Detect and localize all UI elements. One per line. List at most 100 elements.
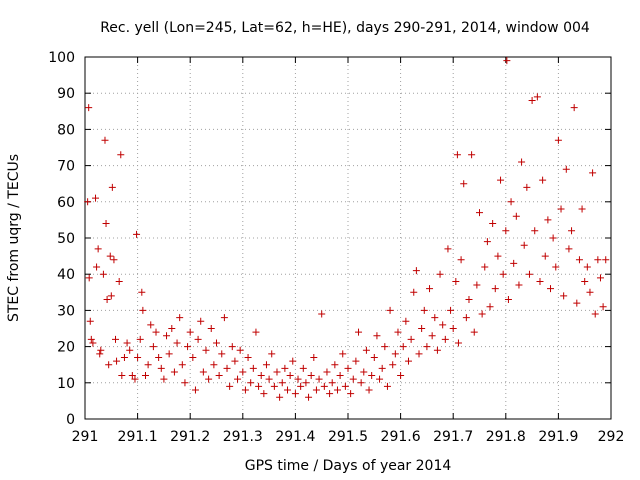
data-point: [494, 252, 502, 260]
data-point: [312, 386, 320, 394]
data-point: [447, 306, 455, 314]
data-point: [352, 357, 360, 365]
data-point: [218, 350, 226, 358]
y-tick-label: 10: [57, 376, 75, 392]
data-point: [299, 364, 307, 372]
data-point: [533, 93, 541, 101]
data-point: [123, 339, 131, 347]
data-point: [515, 281, 523, 289]
data-point: [510, 259, 518, 267]
data-point: [470, 328, 478, 336]
data-point: [389, 361, 397, 369]
data-point: [281, 364, 289, 372]
x-tick-label: 291.4: [275, 429, 315, 445]
data-point: [426, 285, 434, 293]
y-tick-label: 40: [57, 267, 75, 283]
data-point: [315, 375, 323, 383]
data-point: [544, 216, 552, 224]
data-point: [453, 151, 461, 159]
data-point: [602, 256, 610, 264]
data-point: [357, 379, 365, 387]
data-point: [360, 368, 368, 376]
data-point: [428, 332, 436, 340]
data-point: [339, 350, 347, 358]
data-point: [176, 314, 184, 322]
data-point: [323, 368, 331, 376]
data-point: [205, 375, 213, 383]
data-point: [139, 306, 147, 314]
data-point: [402, 317, 410, 325]
data-point: [536, 277, 544, 285]
data-point: [226, 382, 234, 390]
data-point: [328, 379, 336, 387]
data-point: [483, 238, 491, 246]
data-point: [223, 364, 231, 372]
y-tick-label: 50: [57, 231, 75, 247]
data-point: [120, 353, 128, 361]
data-point: [138, 288, 146, 296]
data-point: [489, 220, 497, 228]
data-point: [147, 321, 155, 329]
x-tick-label: 291.6: [381, 429, 421, 445]
data-point: [331, 361, 339, 369]
data-point: [284, 386, 292, 394]
data-point: [118, 372, 126, 380]
data-point: [191, 386, 199, 394]
data-point: [365, 386, 373, 394]
data-point: [589, 169, 597, 177]
data-point: [289, 357, 297, 365]
data-point: [502, 227, 510, 235]
data-point: [503, 57, 511, 65]
data-point: [302, 379, 310, 387]
data-point: [305, 393, 313, 401]
data-point: [239, 368, 247, 376]
data-point: [249, 364, 257, 372]
data-point: [194, 335, 202, 343]
data-point: [210, 361, 218, 369]
y-tick-label: 0: [66, 412, 75, 428]
data-point: [131, 375, 139, 383]
x-axis: 291 291.1 291.2 291.3 291.4 291.5 291.6 291.7 29…: [72, 57, 624, 445]
data-point: [141, 372, 149, 380]
data-point: [523, 183, 531, 191]
data-point: [155, 353, 163, 361]
data-point: [173, 339, 181, 347]
data-point: [197, 317, 205, 325]
data-point: [423, 343, 431, 351]
data-point: [410, 288, 418, 296]
data-point: [431, 314, 439, 322]
data-point: [378, 364, 386, 372]
data-point: [355, 328, 363, 336]
data-point: [252, 328, 260, 336]
data-point: [213, 339, 220, 347]
data-point: [178, 361, 186, 369]
data-point: [478, 310, 486, 318]
y-tick-label: 100: [48, 50, 75, 66]
data-point: [106, 252, 114, 260]
x-tick-label: 291.7: [433, 429, 473, 445]
data-point: [596, 274, 604, 282]
x-tick-label: 291.1: [118, 429, 158, 445]
data-point: [512, 212, 520, 220]
x-axis-label: GPS time / Days of year 2014: [245, 458, 452, 474]
data-point: [86, 317, 94, 325]
data-point: [103, 296, 111, 304]
data-point: [215, 372, 223, 380]
data-point: [415, 350, 423, 358]
data-point: [486, 303, 494, 311]
data-point: [297, 382, 305, 390]
data-point: [105, 361, 113, 369]
data-point: [554, 136, 562, 144]
data-point: [307, 372, 315, 380]
data-point: [241, 386, 249, 394]
data-point: [412, 267, 420, 275]
data-point: [186, 328, 194, 336]
data-point: [234, 375, 242, 383]
data-point: [228, 343, 236, 351]
data-point: [85, 274, 93, 282]
data-point: [557, 205, 565, 213]
data-point: [181, 379, 189, 387]
data-point: [460, 180, 468, 188]
data-point: [394, 328, 402, 336]
data-point: [108, 183, 116, 191]
